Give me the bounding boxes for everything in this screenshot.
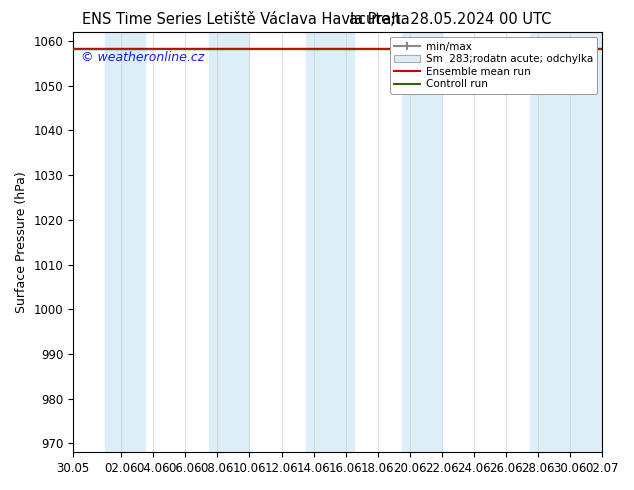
Bar (402, 32, 442, 452)
Bar (530, 32, 602, 452)
Text: ENS Time Series Letiště Václava Havla Praha: ENS Time Series Letiště Václava Havla Pr… (82, 12, 410, 27)
Bar (209, 32, 249, 452)
Bar (306, 32, 354, 452)
Bar (105, 32, 145, 452)
Text: © weatheronline.cz: © weatheronline.cz (81, 51, 204, 64)
Text: acute;t. 28.05.2024 00 UTC: acute;t. 28.05.2024 00 UTC (349, 12, 552, 27)
Y-axis label: Surface Pressure (hPa): Surface Pressure (hPa) (15, 172, 28, 313)
Legend: min/max, Sm  283;rodatn acute; odchylka, Ensemble mean run, Controll run: min/max, Sm 283;rodatn acute; odchylka, … (390, 37, 597, 94)
